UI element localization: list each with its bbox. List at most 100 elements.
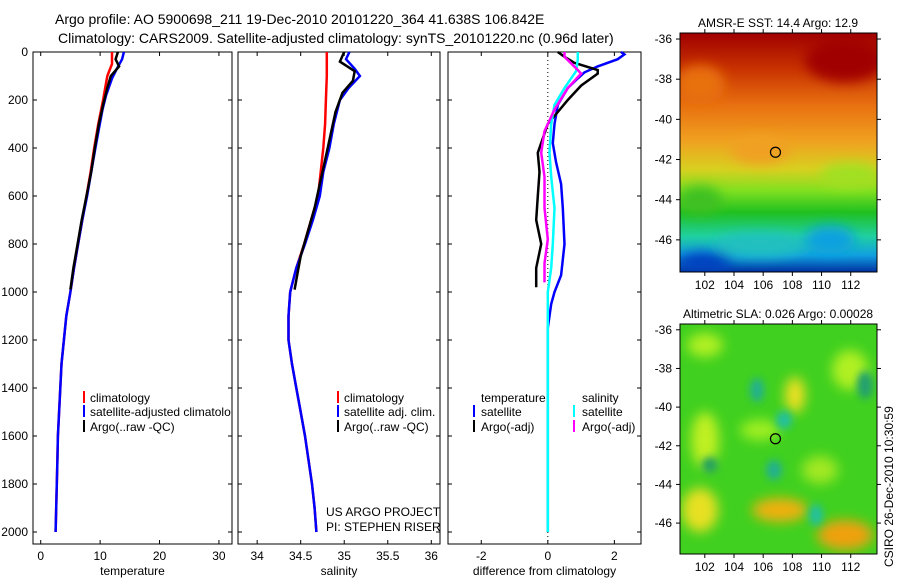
lat-tick-label: -36 (655, 32, 673, 46)
x-tick-label: 34.5 (289, 549, 313, 563)
legend-swatch-s-satellite (573, 405, 575, 417)
y-tick-label: 1200 (1, 333, 28, 347)
y-tick-label: 1000 (1, 285, 28, 299)
series-line-temperature-satellite (546, 50, 627, 532)
legend-swatch-satellite (337, 405, 339, 417)
x-tick-label: 10 (93, 549, 107, 563)
series-line-salinity-satellite (546, 52, 580, 532)
argo-location-marker (769, 146, 782, 158)
salinity-legend: climatology satellite adj. clim. Argo(..… (337, 391, 435, 434)
lon-tick-label: 110 (812, 560, 831, 574)
y-tick-label: 2000 (1, 525, 28, 539)
x-tick-label: 0 (544, 549, 551, 563)
timestamp: CSIRO 26-Dec-2010 10:30:59 (882, 406, 896, 567)
sst-map-axes: 102 104 106 108 110 112 -36 -38 -40 -42 -44 -46 (655, 29, 881, 292)
lon-tick-label: 106 (753, 560, 773, 574)
lat-tick-label: -46 (655, 516, 673, 530)
legend-label: climatology (344, 391, 404, 405)
lat-tick-label: -46 (655, 233, 673, 247)
legend-swatch-t-argo (473, 420, 475, 432)
lat-tick-label: -40 (655, 112, 673, 126)
temperature-legend: climatology satellite-adjusted climatolo… (83, 391, 231, 434)
x-tick-label: -2 (476, 549, 487, 563)
series-line-salinity-argo-adj- (539, 52, 583, 283)
y-tick-label: 400 (8, 141, 28, 155)
sst-map-frame (679, 32, 878, 273)
difference-legend: temperature satellite Argo(-adj) salinit… (473, 391, 635, 434)
lat-tick-label: -38 (655, 72, 673, 86)
legend-label: Argo(..raw -QC) (90, 420, 175, 434)
x-tick-label: 30 (212, 549, 226, 563)
legend-title-salinity: salinity (582, 391, 619, 405)
credit-line2: PI: STEPHEN RISER (326, 520, 441, 534)
legend-swatch-climatology (83, 391, 85, 403)
lat-tick-label: -38 (655, 361, 673, 375)
argo-location-marker (769, 433, 782, 445)
lon-tick-label: 110 (812, 278, 831, 292)
y-tick-label: 800 (8, 237, 28, 251)
y-tick-label: 200 (8, 93, 28, 107)
salinity-panel: 34 34.5 35 35.5 36 salinity (237, 51, 441, 578)
credit-line1: US ARGO PROJECT (326, 505, 441, 519)
x-axis-label: salinity (321, 564, 358, 578)
lon-tick-label: 104 (724, 560, 744, 574)
temperature-panel: 0 200 400 600 800 1000 1200 1400 1600 1800 2000 0 10… (1, 45, 233, 578)
lat-tick-label: -44 (655, 193, 673, 207)
legend-title-temperature: temperature (481, 391, 546, 405)
y-tick-label: 1800 (1, 477, 28, 491)
lon-tick-label: 108 (782, 560, 802, 574)
legend-swatch-s-argo (573, 420, 575, 432)
lon-tick-label: 102 (695, 560, 715, 574)
legend-label: Argo(-adj) (481, 420, 534, 434)
legend-swatch-climatology (337, 391, 339, 403)
sla-heatmap (680, 324, 877, 554)
y-tick-label: 600 (8, 189, 28, 203)
legend-label: satellite (481, 405, 522, 419)
x-tick-label: 20 (153, 549, 167, 563)
legend-label: Argo(-adj) (582, 420, 635, 434)
plot-frame (447, 51, 642, 545)
y-tick-label: 1600 (1, 429, 28, 443)
legend-label: satellite-adjusted climatolo (90, 405, 231, 419)
legend-label: Argo(..raw -QC) (344, 420, 429, 434)
series-line-argo-raw-qc- (69, 51, 121, 290)
sla-map-axes: 102 104 106 108 110 112 -36 -38 -40 -42 -44 -46 (655, 320, 881, 574)
x-tick-label: 2 (611, 549, 618, 563)
x-axis-label: difference from climatology (473, 564, 616, 578)
legend-label: climatology (90, 391, 150, 405)
figure-title-line2: Climatology: CARS2009. Satellite-adjuste… (58, 30, 614, 46)
sst-heatmap (680, 33, 877, 272)
lon-tick-label: 112 (841, 278, 860, 292)
lat-tick-label: -42 (655, 153, 673, 167)
plot-frame (237, 51, 441, 545)
x-tick-label: 35.5 (376, 549, 400, 563)
sst-map-title: AMSR-E SST: 14.4 Argo: 12.9 (698, 16, 858, 30)
lon-tick-label: 112 (841, 560, 860, 574)
lon-tick-label: 102 (695, 278, 715, 292)
y-tick-label: 0 (21, 45, 28, 59)
x-tick-label: 34 (250, 549, 264, 563)
plot-frame (32, 51, 233, 545)
y-tick-label: 1400 (1, 381, 28, 395)
sla-map-title: Altimetric SLA: 0.026 Argo: 0.00028 (683, 307, 873, 321)
legend-swatch-satellite (83, 405, 85, 417)
lat-tick-label: -42 (655, 439, 673, 453)
lat-tick-label: -36 (655, 323, 673, 337)
x-tick-label: 0 (37, 549, 44, 563)
legend-swatch-t-satellite (473, 405, 475, 417)
sla-map-frame (679, 323, 878, 555)
x-tick-label: 35 (338, 549, 352, 563)
legend-label: satellite adj. clim. (344, 405, 435, 419)
series-line-argo-raw-qc- (293, 51, 357, 290)
legend-swatch-argo (83, 420, 85, 432)
lat-tick-label: -44 (655, 477, 673, 491)
legend-label: satellite (582, 405, 623, 419)
legend-swatch-argo (337, 420, 339, 432)
lat-tick-label: -40 (655, 400, 673, 414)
lon-tick-label: 104 (724, 278, 744, 292)
figure-title-line1: Argo profile: AO 5900698_211 19-Dec-2010… (55, 11, 544, 27)
x-axis-label: temperature (100, 564, 165, 578)
lon-tick-label: 108 (782, 278, 802, 292)
